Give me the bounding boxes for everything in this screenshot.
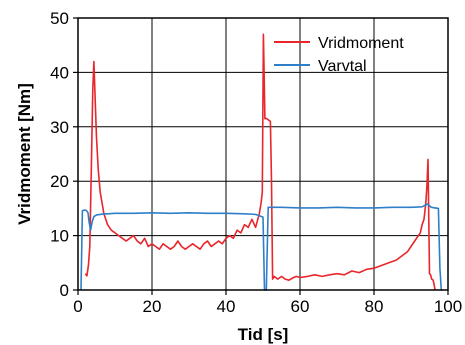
series-layer: [80, 33, 443, 291]
x-tick-label-2: 40: [217, 297, 236, 316]
legend-label-vridmoment: Vridmoment: [318, 35, 404, 52]
y-axis-title: Vridmoment [Nm]: [15, 83, 34, 225]
x-tick-label-0: 0: [73, 297, 82, 316]
legend-label-varvtal: Varvtal: [318, 58, 367, 75]
x-tick-label-1: 20: [143, 297, 162, 316]
y-tick-label-3: 30: [50, 118, 69, 137]
y-tick-label-2: 20: [50, 172, 69, 191]
plot-frame: [77, 17, 449, 291]
series-line-varvtal: [80, 203, 443, 291]
series-line-vridmoment: [84, 33, 436, 291]
tick-labels: 0 20 40 60 80 100 0 10 20 30 40 50: [50, 9, 462, 316]
x-axis-title: Tid [s]: [238, 325, 289, 344]
x-tick-label-4: 80: [365, 297, 384, 316]
y-tick-label-4: 40: [50, 63, 69, 82]
y-tick-label-5: 50: [50, 9, 69, 28]
y-tick-label-0: 0: [60, 281, 69, 300]
x-tick-label-5: 100: [434, 297, 462, 316]
x-tick-label-3: 60: [291, 297, 310, 316]
legend: Vridmoment Varvtal: [274, 35, 404, 75]
y-tick-label-1: 10: [50, 227, 69, 246]
